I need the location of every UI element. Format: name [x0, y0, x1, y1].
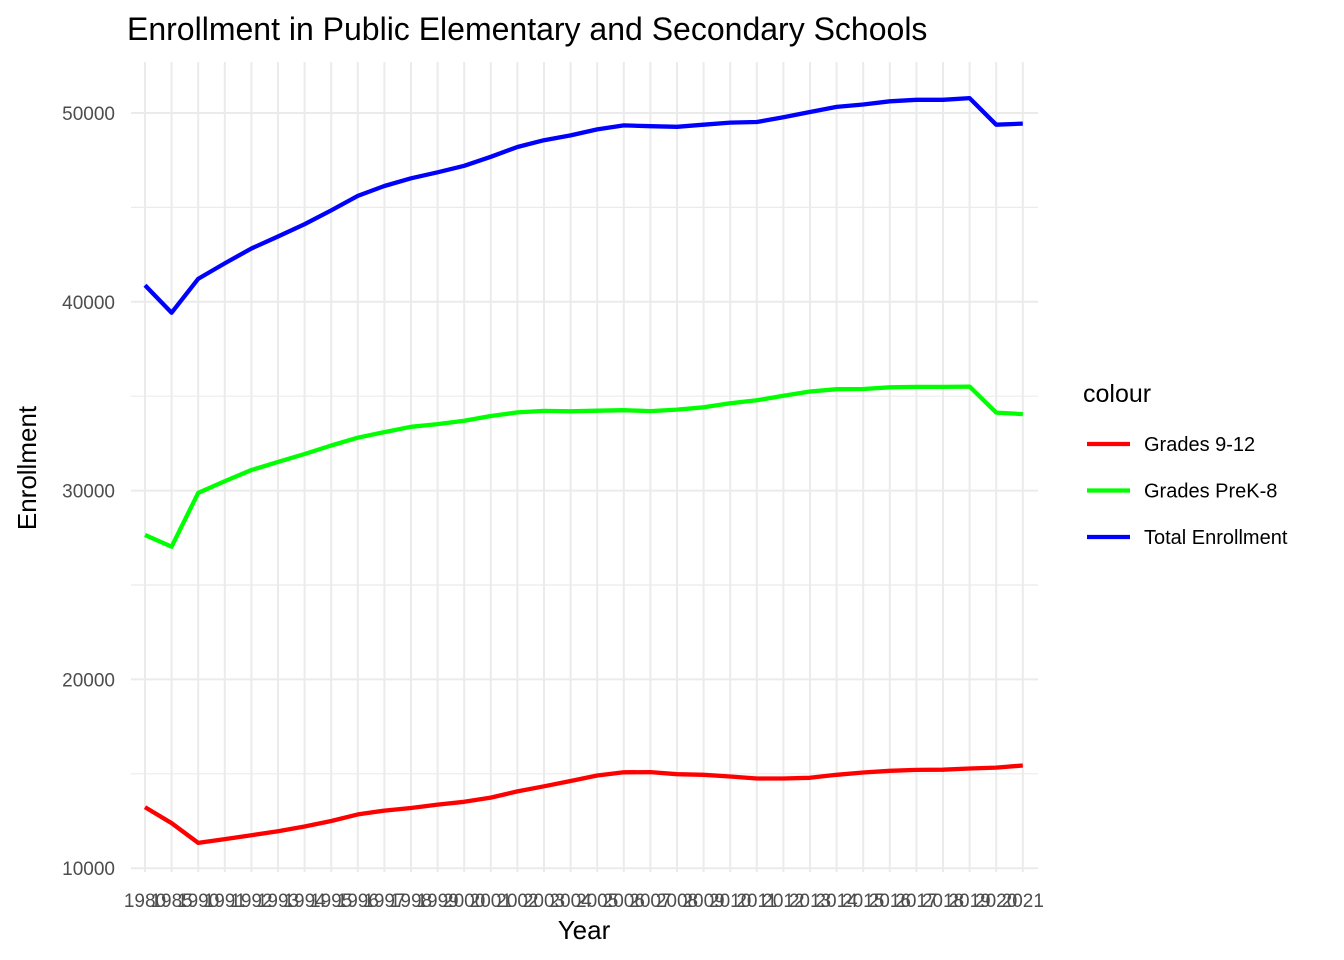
- x-axis-tick-labels: 1980198519901991199219931994199519961997…: [124, 891, 1044, 912]
- x-axis-title: Year: [558, 915, 611, 945]
- x-tick-label: 2005: [576, 891, 618, 912]
- x-tick-label: 2014: [815, 891, 858, 912]
- y-tick-label: 10000: [62, 859, 115, 880]
- series-line-grades-9-12: [143, 763, 1023, 846]
- x-tick-label: 2000: [443, 891, 485, 912]
- grid-lines: [131, 62, 1038, 872]
- x-tick-label: 2019: [948, 891, 990, 912]
- legend-label-total-enrollment: Total Enrollment: [1144, 527, 1288, 549]
- x-tick-label: 2008: [656, 891, 698, 912]
- x-tick-label: 2002: [496, 891, 538, 912]
- legend-title: colour: [1083, 380, 1151, 408]
- series-line-grades-prek-8: [144, 384, 1023, 549]
- x-tick-label: 2016: [869, 891, 911, 912]
- chart-title: Enrollment in Public Elementary and Seco…: [127, 11, 927, 47]
- x-tick-label: 2021: [1002, 891, 1044, 912]
- x-tick-label: 1991: [204, 891, 246, 912]
- x-tick-label: 1995: [310, 891, 352, 912]
- x-tick-label: 1999: [416, 891, 458, 912]
- x-tick-label: 2007: [629, 891, 671, 912]
- x-tick-label: 2017: [895, 891, 937, 912]
- x-tick-label: 2003: [523, 891, 565, 912]
- x-tick-label: 2015: [842, 891, 884, 912]
- y-axis-title: Enrollment: [12, 405, 42, 530]
- x-tick-label: 2018: [922, 891, 964, 912]
- x-tick-label: 2006: [603, 891, 645, 912]
- legend: colour Grades 9-12 Grades PreK-8 Total Enr…: [1083, 380, 1288, 549]
- x-tick-label: 1985: [150, 891, 192, 912]
- x-tick-label: 2013: [789, 891, 831, 912]
- x-tick-label: 2004: [549, 891, 592, 912]
- legend-label-grades-9-12: Grades 9-12: [1144, 434, 1255, 456]
- x-tick-label: 2010: [709, 891, 751, 912]
- y-tick-label: 50000: [62, 104, 115, 125]
- x-tick-label: 2001: [470, 891, 512, 912]
- x-tick-label: 1990: [177, 891, 219, 912]
- y-tick-label: 40000: [62, 293, 115, 314]
- x-tick-label: 1997: [363, 891, 405, 912]
- series-lines: [143, 95, 1023, 846]
- x-tick-label: 2011: [736, 891, 777, 912]
- x-tick-label: 2020: [975, 891, 1017, 912]
- y-tick-label: 20000: [62, 670, 115, 691]
- y-axis-tick-labels: 10000 20000 30000 40000 50000: [62, 104, 115, 880]
- x-tick-label: 1998: [390, 891, 432, 912]
- x-tick-label: 1996: [337, 891, 379, 912]
- y-tick-label: 30000: [62, 482, 115, 503]
- x-tick-label: 1994: [283, 891, 326, 912]
- x-tick-label: 2012: [762, 891, 804, 912]
- x-tick-label: 1992: [230, 891, 272, 912]
- legend-label-grades-prek-8: Grades PreK-8: [1144, 481, 1277, 503]
- x-tick-label: 1993: [257, 891, 299, 912]
- x-tick-label: 2009: [682, 891, 724, 912]
- series-line-total-enrollment: [143, 95, 1023, 315]
- x-tick-label: 1980: [124, 891, 166, 912]
